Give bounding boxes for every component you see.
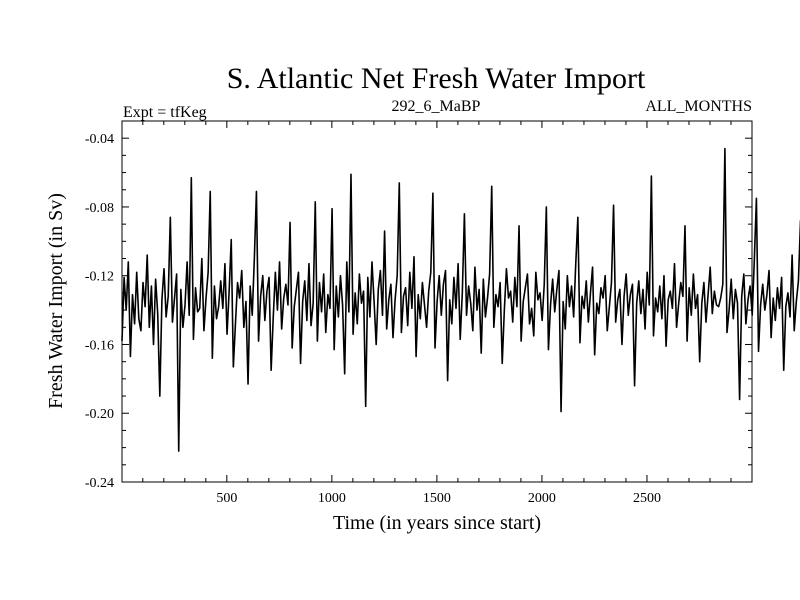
- series-line-0: [121, 147, 800, 452]
- y-tick-label: -0.04: [85, 132, 114, 147]
- x-tick-label: 1000: [318, 491, 346, 506]
- subtitle-experiment: Expt = tfKeg: [123, 104, 207, 121]
- chart-title: S. Atlantic Net Fresh Water Import: [227, 62, 646, 95]
- x-axis-label: Time (in years since start): [333, 512, 541, 534]
- y-tick-label: -0.16: [85, 338, 114, 353]
- x-tick-label: 1500: [423, 491, 451, 506]
- x-tick-label: 500: [216, 491, 237, 506]
- y-tick-label: -0.12: [85, 270, 114, 285]
- y-axis-label: Fresh Water Import (in Sv): [45, 193, 67, 409]
- subtitle-months: ALL_MONTHS: [645, 98, 752, 115]
- axis-layer: 500 1000 1500 2000 2500 -0.24 -0.20 -0.16 -0.12 -…: [85, 120, 752, 506]
- y-tick-label: -0.24: [85, 476, 114, 491]
- data-layer: [121, 147, 800, 452]
- y-tick-label: -0.20: [85, 407, 114, 422]
- subtitle-period: 292_6_MaBP: [392, 98, 481, 115]
- x-tick-label: 2500: [633, 491, 661, 506]
- x-tick-label: 2000: [528, 491, 556, 506]
- y-tick-label: -0.08: [85, 201, 114, 216]
